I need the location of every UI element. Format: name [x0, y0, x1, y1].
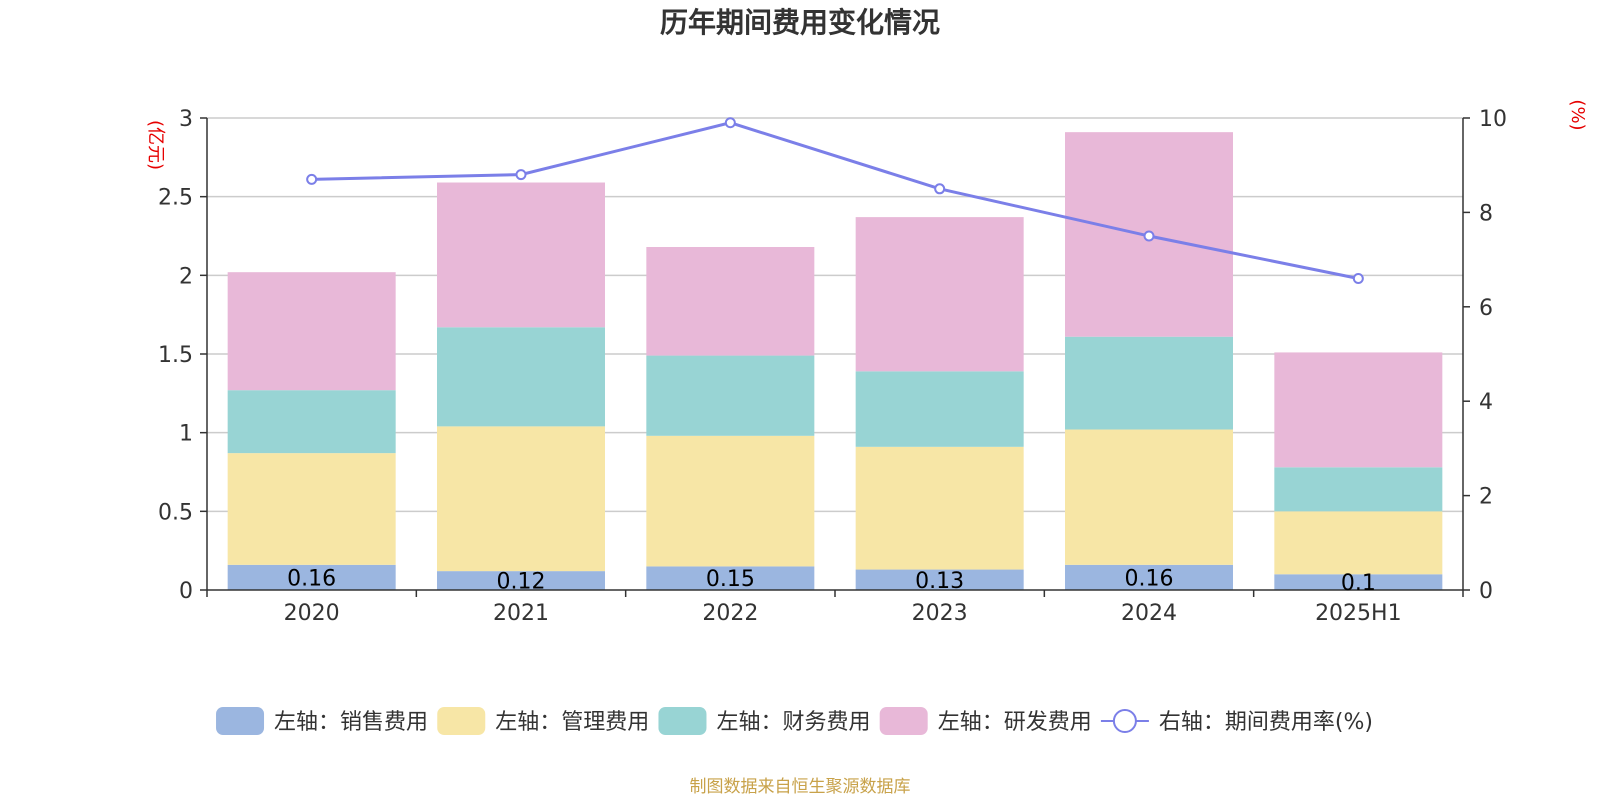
bar-segment-3[interactable] — [646, 247, 815, 356]
legend-swatch — [658, 707, 707, 735]
x-axis-tick-label: 2020 — [284, 601, 340, 626]
bar-data-label: 0.16 — [287, 566, 336, 591]
bar-segment-0[interactable] — [437, 571, 605, 590]
bar-segment-1[interactable] — [855, 446, 1024, 570]
x-axis-tick-label: 2025H1 — [1315, 601, 1402, 626]
left-axis-tick-label: 3 — [179, 107, 193, 132]
bar-segment-0[interactable] — [855, 569, 1024, 590]
data-labels: 0.16 0.12 0.15 0.13 0.16 0.1 — [287, 566, 1376, 596]
legend-swatch — [437, 707, 486, 735]
bar-segment-2[interactable] — [855, 371, 1024, 447]
legend-label: 左轴：研发费用 — [938, 710, 1092, 735]
legend-item[interactable]: 左轴：销售费用 — [216, 707, 428, 735]
bar-segment-1[interactable] — [646, 435, 815, 567]
legend-label: 左轴：财务费用 — [716, 710, 870, 735]
bar-segment-0[interactable] — [227, 564, 396, 590]
legend[interactable]: 左轴：销售费用 左轴：管理费用 左轴：财务费用 左轴：研发费用 右轴：期间费用率(%) — [216, 707, 1373, 735]
bar-data-label: 0.13 — [915, 569, 964, 594]
legend-swatch — [879, 707, 928, 735]
left-axis-tick-label: 0.5 — [158, 500, 193, 525]
left-axis-unit: (亿元) — [145, 120, 166, 170]
right-axis-tick-label: 6 — [1479, 296, 1493, 321]
source-note: 制图数据来自恒生聚源数据库 — [690, 777, 911, 797]
rate-point[interactable] — [306, 173, 318, 185]
bar-segment-3[interactable] — [1274, 352, 1443, 468]
bar-segment-1[interactable] — [1065, 429, 1233, 565]
axes: 0 0.5 1 1.5 2 2.5 3 0 2 4 6 8 10 2020 2021 2022 2023 2024… — [158, 107, 1507, 626]
bar-segment-1[interactable] — [437, 426, 605, 572]
bar-segment-2[interactable] — [1274, 467, 1443, 512]
rate-line-layer — [306, 117, 1364, 284]
bar-data-label: 0.12 — [497, 570, 546, 595]
legend-label: 右轴：期间费用率(%) — [1159, 710, 1373, 735]
bar-segment-2[interactable] — [646, 355, 815, 436]
bar-data-label: 0.1 — [1341, 571, 1376, 596]
x-axis-tick-label: 2023 — [912, 601, 968, 626]
bar-data-label: 0.16 — [1125, 566, 1174, 591]
legend-marker — [1112, 709, 1137, 733]
left-axis-tick-label: 1 — [179, 422, 193, 447]
bar-segment-1[interactable] — [227, 453, 396, 565]
bar-segment-0[interactable] — [646, 566, 815, 590]
rate-line — [311, 121, 1359, 280]
right-axis-unit: (%) — [1567, 99, 1588, 130]
bar-segment-3[interactable] — [227, 272, 396, 391]
left-axis-tick-label: 1.5 — [158, 343, 193, 368]
right-axis-tick-label: 10 — [1479, 107, 1507, 132]
legend-item[interactable]: 左轴：研发费用 — [879, 707, 1092, 735]
legend-item[interactable]: 左轴：财务费用 — [658, 707, 870, 735]
bar-layer — [227, 132, 1443, 590]
bar-segment-3[interactable] — [437, 182, 605, 328]
legend-swatch — [216, 707, 265, 735]
x-axis-tick-label: 2024 — [1121, 601, 1177, 626]
left-axis-tick-label: 2.5 — [158, 186, 193, 211]
bar-segment-2[interactable] — [227, 390, 396, 454]
chart-title: 历年期间费用变化情况 — [660, 6, 940, 39]
x-axis-tick-label: 2022 — [702, 601, 758, 626]
legend-item[interactable]: 左轴：管理费用 — [437, 707, 649, 735]
left-axis-tick-label: 0 — [179, 579, 193, 604]
right-axis-tick-label: 2 — [1479, 485, 1493, 510]
legend-label: 左轴：管理费用 — [495, 710, 649, 735]
legend-label: 左轴：销售费用 — [274, 710, 428, 735]
bar-segment-2[interactable] — [1065, 336, 1233, 430]
rate-point[interactable] — [515, 169, 527, 181]
bar-segment-2[interactable] — [437, 327, 605, 427]
bar-segment-1[interactable] — [1274, 511, 1443, 575]
bar-data-label: 0.15 — [706, 567, 755, 592]
legend-item[interactable]: 右轴：期间费用率(%) — [1100, 709, 1373, 735]
rate-point[interactable] — [724, 117, 736, 129]
x-axis-tick-label: 2021 — [493, 601, 549, 626]
bar-segment-3[interactable] — [855, 217, 1024, 372]
right-axis-tick-label: 8 — [1479, 201, 1493, 226]
bar-segment-0[interactable] — [1274, 574, 1443, 590]
right-axis-tick-label: 0 — [1479, 579, 1493, 604]
left-axis-tick-label: 2 — [179, 264, 193, 289]
bar-segment-0[interactable] — [1065, 564, 1233, 590]
right-axis-tick-label: 4 — [1479, 390, 1493, 415]
grid-lines — [207, 117, 1463, 513]
rate-point[interactable] — [1143, 230, 1155, 242]
rate-point[interactable] — [1352, 272, 1364, 284]
rate-point[interactable] — [934, 183, 946, 195]
